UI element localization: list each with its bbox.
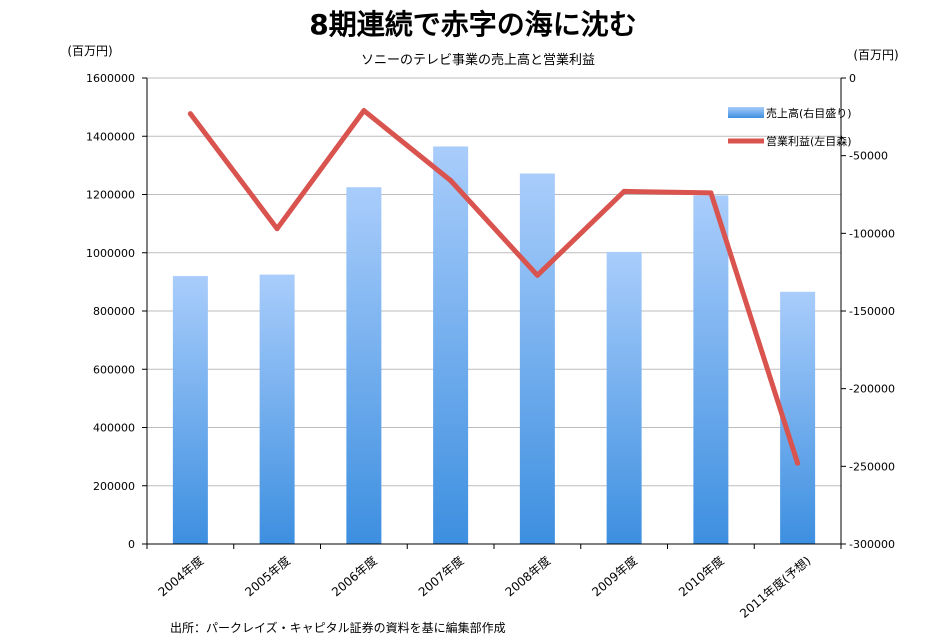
right-tick-label: -150000 [849, 305, 895, 318]
right-axis-ticks: 0 -50000 -100000 -150000 -200000 -250000 -3000… [841, 72, 895, 551]
profit-point-2006年度 [361, 108, 367, 114]
source-note: 出所：パークレイズ・キャピタル証券の資料を基に編集部作成 [170, 620, 506, 635]
profit-point-2010年度 [708, 190, 714, 196]
profit-point-2008年度 [534, 272, 540, 278]
bar-2008年度 [519, 173, 555, 544]
profit-point-2005年度 [274, 226, 280, 232]
legend-swatch-sales [728, 107, 764, 118]
left-axis-unit: (百万円) [67, 44, 112, 58]
left-tick-label: 1000000 [86, 247, 135, 260]
bar-2006年度 [346, 187, 382, 544]
x-tick-label: 2004年度 [155, 553, 206, 600]
profit-point-2007年度 [448, 178, 454, 184]
axes [146, 78, 842, 549]
left-tick-label: 400000 [93, 422, 135, 435]
legend-label-profit: 営業利益(左目森) [766, 134, 852, 148]
left-tick-label: 1400000 [86, 130, 135, 143]
right-tick-label: -200000 [849, 383, 895, 396]
left-tick-label: 1200000 [86, 189, 135, 202]
right-tick-label: -50000 [849, 150, 888, 163]
left-tick-label: 1600000 [86, 72, 135, 85]
left-tick-label: 0 [128, 538, 135, 551]
left-tick-label: 600000 [93, 363, 135, 376]
bar-series [172, 146, 816, 544]
operating-profit-line [187, 108, 801, 466]
bar-2005年度 [259, 274, 295, 544]
bar-2004年度 [172, 276, 208, 544]
x-tick-label: 2008年度 [502, 553, 553, 600]
profit-point-2009年度 [621, 188, 627, 194]
line-series [187, 108, 801, 466]
left-tick-label: 800000 [93, 305, 135, 318]
right-tick-label: -100000 [849, 227, 895, 240]
bar-2007年度 [433, 146, 469, 544]
legend-label-sales: 売上高(右目盛り) [766, 106, 852, 120]
right-axis-unit: (百万円) [853, 48, 898, 62]
profit-point-2004年度 [187, 111, 193, 117]
gridlines [147, 77, 841, 545]
x-tick-label: 2011年度(予想) [737, 553, 814, 621]
x-axis-ticks: 2004年度 2005年度 2006年度 2007年度 2008年度 2009年度 2010… [155, 553, 814, 621]
right-tick-label: 0 [849, 72, 856, 85]
x-tick-label: 2006年度 [328, 553, 379, 600]
bar-2009年度 [606, 251, 642, 544]
left-axis-ticks: 0 200000 400000 600000 800000 1000000 1200000 1… [86, 72, 147, 551]
legend: 売上高(右目盛り) 営業利益(左目森) [728, 106, 852, 148]
right-tick-label: -300000 [849, 538, 895, 551]
x-tick-label: 2009年度 [589, 553, 640, 600]
bar-2010年度 [693, 195, 729, 544]
left-tick-label: 200000 [93, 480, 135, 493]
chart-title: 8期連続で赤字の海に沈む [309, 8, 636, 41]
chart-subtitle: ソニーのテレビ事業の売上高と営業利益 [361, 52, 595, 68]
profit-point-2011年度(予想) [795, 460, 801, 466]
right-tick-label: -250000 [849, 460, 895, 473]
bar-2011年度(予想) [780, 291, 816, 544]
x-tick-label: 2005年度 [242, 553, 293, 600]
x-tick-label: 2007年度 [415, 553, 466, 600]
x-tick-label: 2010年度 [675, 553, 726, 600]
